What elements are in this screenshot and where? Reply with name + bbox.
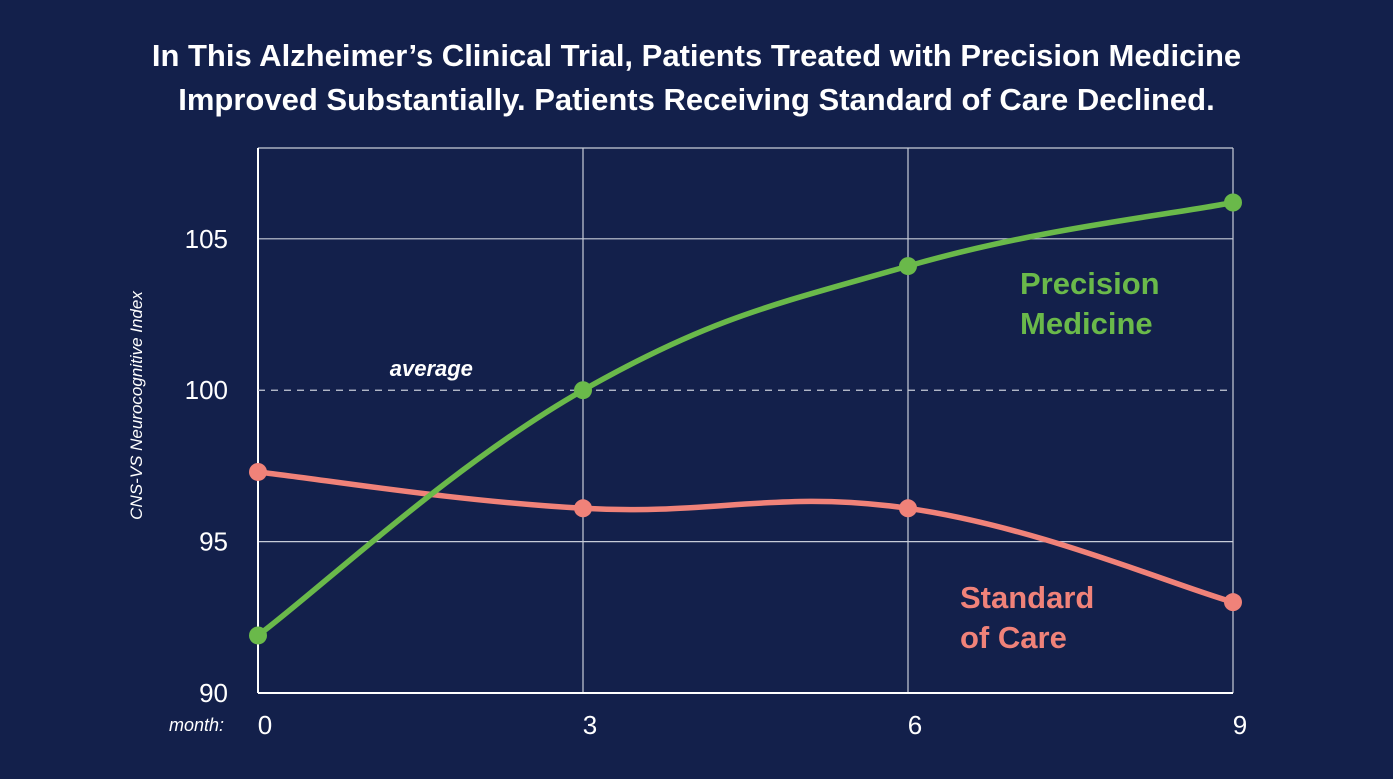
y-axis-title: CNS-VS Neurocognitive Index — [127, 291, 146, 520]
grid-layer — [258, 147, 1234, 693]
x-tick-label-3: 3 — [583, 710, 597, 740]
average-label: average — [390, 356, 473, 381]
label-layer: Standard of Care Precision Medicine — [960, 266, 1160, 655]
precision-medicine-point-9 — [1224, 193, 1242, 212]
precision-medicine-point-3 — [574, 381, 592, 400]
y-tick-label-90: 90 — [199, 678, 228, 708]
y-tick-label-95: 95 — [199, 527, 228, 557]
precision-medicine-line — [255, 199, 1236, 639]
standard-of-care-label-line-1: Standard — [960, 580, 1094, 615]
precision-medicine-point-0 — [249, 626, 267, 645]
x-tick-label-9: 9 — [1233, 710, 1247, 740]
chart-title: In This Alzheimer’s Clinical Trial, Pati… — [0, 34, 1393, 122]
reference-line-layer: average — [258, 356, 1233, 391]
axis-layer: 90 95 100 105 0 3 6 9 CNS-VS Neurocognitive Inde… — [127, 148, 1247, 740]
x-tick-label-0: 0 — [258, 710, 272, 740]
y-tick-label-100: 100 — [185, 375, 228, 405]
precision-medicine-label-line-2: Medicine — [1020, 306, 1153, 341]
y-tick-label-105: 105 — [185, 224, 228, 254]
standard-of-care-point-0 — [249, 462, 267, 481]
x-tick-label-6: 6 — [908, 710, 922, 740]
precision-medicine-point-6 — [899, 257, 917, 276]
series-layer — [249, 193, 1242, 645]
x-axis-title: month: — [169, 715, 224, 735]
standard-of-care-line — [255, 469, 1236, 605]
standard-of-care-label-line-2: of Care — [960, 620, 1067, 655]
standard-of-care-point-3 — [574, 499, 592, 518]
chart-title-line-2: Improved Substantially. Patients Receivi… — [178, 82, 1215, 117]
standard-of-care-point-6 — [899, 499, 917, 518]
precision-medicine-label-line-1: Precision — [1020, 266, 1160, 301]
standard-of-care-point-9 — [1224, 593, 1242, 612]
chart-title-line-1: In This Alzheimer’s Clinical Trial, Pati… — [151, 38, 1242, 73]
